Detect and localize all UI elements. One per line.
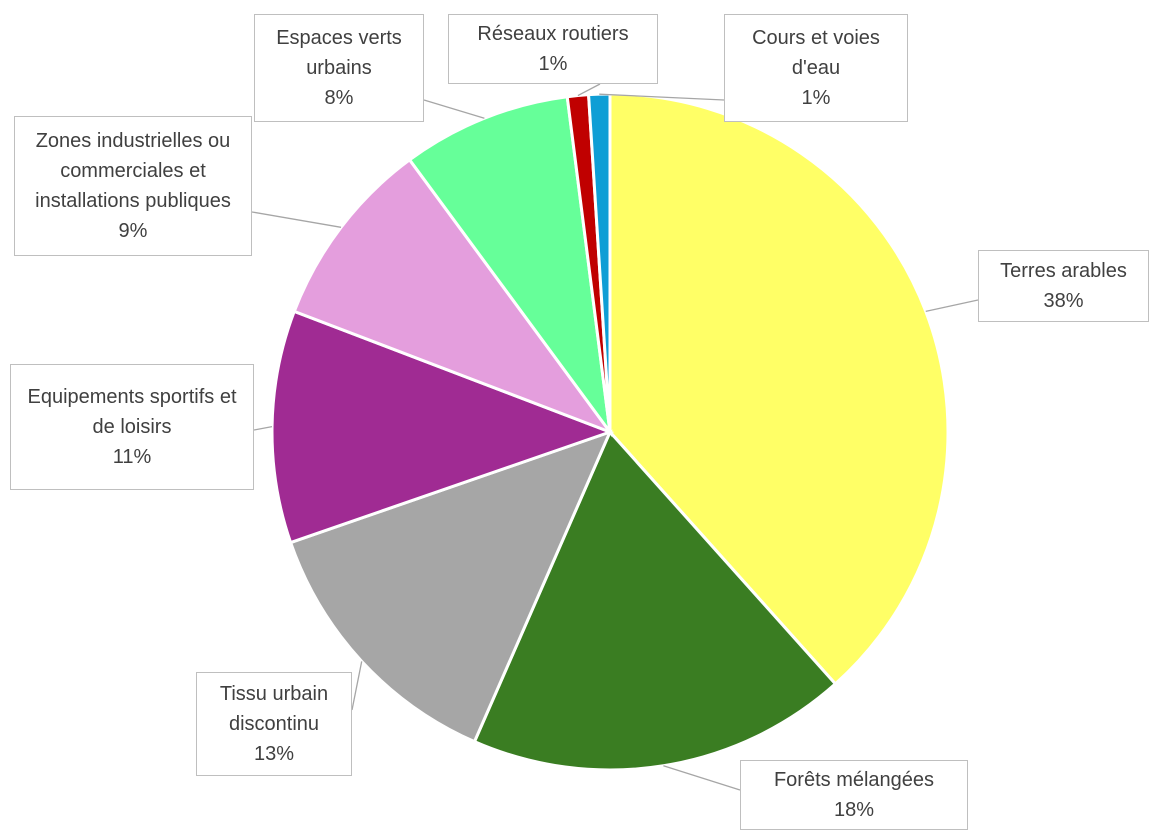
category-name: Forêts mélangées xyxy=(773,769,935,791)
pie-slice xyxy=(270,309,615,545)
data-label-text: Zones industrielles ou commerciales et i… xyxy=(23,126,243,246)
data-label-text: Terres arables 38% xyxy=(1000,256,1127,316)
leader-line xyxy=(253,425,273,431)
value-label: 11% xyxy=(112,446,152,468)
leader-line xyxy=(251,211,342,228)
category-name: Réseaux routiers xyxy=(477,23,629,45)
data-label: Forêts mélangées 18% xyxy=(740,760,968,830)
pie-slice xyxy=(472,429,838,772)
data-label: Tissu urbain discontinu 13% xyxy=(196,672,352,776)
data-label: Cours et voies d'eau 1% xyxy=(724,14,908,122)
value-label: 9% xyxy=(118,220,148,242)
value-label: 1% xyxy=(538,53,568,75)
category-name: Espaces verts urbains xyxy=(276,27,402,79)
data-label: Terres arables 38% xyxy=(978,250,1149,322)
pie-slice xyxy=(288,429,613,744)
category-name: Cours et voies d'eau xyxy=(752,27,880,79)
value-label: 18% xyxy=(833,799,874,821)
data-label: Zones industrielles ou commerciales et i… xyxy=(14,116,252,256)
value-label: 1% xyxy=(801,87,831,109)
leader-line xyxy=(577,83,601,97)
data-label-text: Equipements sportifs et de loisirs 11% xyxy=(19,382,245,472)
leader-line xyxy=(599,93,725,101)
leader-line xyxy=(925,299,979,313)
data-label-text: Espaces verts urbains 8% xyxy=(263,23,415,113)
leader-line xyxy=(423,99,485,119)
data-label-text: Tissu urbain discontinu 13% xyxy=(205,679,343,769)
data-label-text: Cours et voies d'eau 1% xyxy=(733,23,899,113)
category-name: Equipements sportifs et de loisirs xyxy=(27,386,237,438)
data-label-text: Réseaux routiers 1% xyxy=(477,19,628,79)
pie-slice xyxy=(608,92,950,687)
data-label: Réseaux routiers 1% xyxy=(448,14,658,84)
data-label-text: Forêts mélangées 18% xyxy=(774,765,934,825)
value-label: 13% xyxy=(253,743,295,765)
data-label: Espaces verts urbains 8% xyxy=(254,14,424,122)
pie-slice xyxy=(407,95,613,438)
category-name: Terres arables xyxy=(1000,260,1127,282)
value-label: 38% xyxy=(1043,290,1084,312)
leader-line xyxy=(351,661,363,711)
data-label: Equipements sportifs et de loisirs 11% xyxy=(10,364,254,490)
category-name: Tissu urbain discontinu xyxy=(219,683,329,735)
category-name: Zones industrielles ou commerciales et i… xyxy=(35,130,231,212)
leader-line xyxy=(663,765,741,791)
pie-slice xyxy=(292,157,615,436)
value-label: 8% xyxy=(324,87,354,109)
